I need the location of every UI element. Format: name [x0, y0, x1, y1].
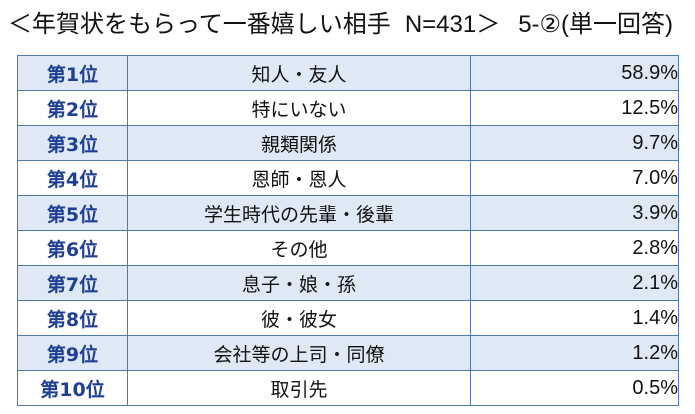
rank-cell: 第10位	[17, 370, 128, 406]
item-cell: 学生時代の先輩・後輩	[127, 195, 471, 231]
table-row: 第5位 学生時代の先輩・後輩 3.9%	[17, 195, 679, 231]
question-code: 5-②(単一回答)	[518, 11, 674, 38]
rank-cell: 第7位	[17, 265, 128, 301]
table-row: 第10位 取引先 0.5%	[17, 370, 679, 406]
ranking-table: 第1位 知人・友人 58.9% 第2位 特にいない 12.5% 第3位 親類関係…	[17, 55, 679, 406]
percent-cell: 1.4%	[470, 300, 679, 336]
table-row: 第1位 知人・友人 58.9%	[17, 55, 679, 91]
item-cell: 親類関係	[127, 125, 471, 161]
rank-cell: 第6位	[17, 230, 128, 266]
percent-cell: 7.0%	[470, 160, 679, 196]
percent-cell: 0.5%	[470, 370, 679, 406]
title-text: ＜年賀状をもらって一番嬉しい相手	[8, 10, 391, 38]
rank-cell: 第2位	[17, 90, 128, 126]
item-cell: 息子・娘・孫	[127, 265, 471, 301]
item-cell: 恩師・恩人	[127, 160, 471, 196]
item-cell: 取引先	[127, 370, 471, 406]
item-cell: 彼・彼女	[127, 300, 471, 336]
item-cell: 特にいない	[127, 90, 471, 126]
table-row: 第8位 彼・彼女 1.4%	[17, 300, 679, 336]
table-row: 第2位 特にいない 12.5%	[17, 90, 679, 126]
sample-size: N=431＞	[404, 11, 501, 38]
rank-cell: 第1位	[17, 55, 128, 91]
table-row: 第6位 その他 2.8%	[17, 230, 679, 266]
item-cell: 会社等の上司・同僚	[127, 335, 471, 371]
rank-cell: 第4位	[17, 160, 128, 196]
rank-cell: 第9位	[17, 335, 128, 371]
percent-cell: 9.7%	[470, 125, 679, 161]
percent-cell: 2.8%	[470, 230, 679, 266]
table-row: 第7位 息子・娘・孫 2.1%	[17, 265, 679, 301]
percent-cell: 2.1%	[470, 265, 679, 301]
page-title: ＜年賀状をもらって一番嬉しい相手 N=431＞ 5-②(単一回答)	[8, 6, 673, 42]
rank-cell: 第5位	[17, 195, 128, 231]
item-cell: その他	[127, 230, 471, 266]
percent-cell: 1.2%	[470, 335, 679, 371]
rank-cell: 第8位	[17, 300, 128, 336]
percent-cell: 12.5%	[470, 90, 679, 126]
percent-cell: 3.9%	[470, 195, 679, 231]
item-cell: 知人・友人	[127, 55, 471, 91]
percent-cell: 58.9%	[470, 55, 679, 91]
table-row: 第3位 親類関係 9.7%	[17, 125, 679, 161]
table-row: 第9位 会社等の上司・同僚 1.2%	[17, 335, 679, 371]
rank-cell: 第3位	[17, 125, 128, 161]
table-row: 第4位 恩師・恩人 7.0%	[17, 160, 679, 196]
